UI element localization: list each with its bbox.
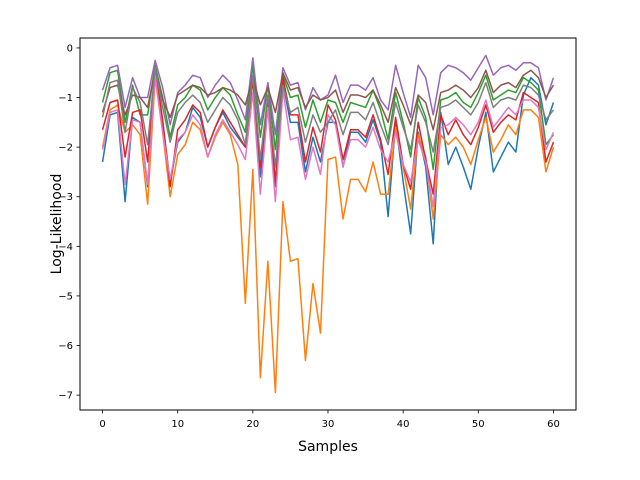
series-line-7: [101, 74, 555, 208]
x-axis-ticks: 0 10 20 30 40 50 60: [99, 410, 560, 430]
series-line-2: [101, 76, 555, 394]
series-line-5: [101, 54, 555, 136]
y-tick-label: −4: [58, 242, 73, 253]
y-axis-label: Log-Likelihood: [49, 174, 65, 275]
y-tick-label: −5: [58, 291, 73, 302]
y-tick-label: 0: [67, 43, 73, 54]
x-tick-label: 30: [322, 419, 335, 430]
y-tick-label: −1: [58, 93, 73, 104]
x-axis-label: Samples: [298, 439, 358, 455]
y-tick-label: −3: [58, 192, 73, 203]
x-tick-label: 0: [99, 419, 105, 430]
series-line-6: [101, 69, 555, 131]
x-tick-label: 60: [547, 419, 560, 430]
y-tick-label: −2: [58, 143, 73, 154]
series-line-4: [101, 67, 555, 195]
y-tick-label: −6: [58, 341, 73, 352]
series-layer: [101, 54, 555, 394]
x-tick-label: 10: [171, 419, 184, 430]
x-tick-label: 20: [246, 419, 259, 430]
series-line-8: [101, 67, 555, 168]
y-tick-label: −7: [58, 391, 73, 402]
y-axis-ticks: 0 −1 −2 −3 −4 −5 −6 −7: [58, 43, 80, 402]
x-tick-label: 40: [397, 419, 410, 430]
series-line-3: [101, 64, 555, 171]
x-tick-label: 50: [472, 419, 485, 430]
